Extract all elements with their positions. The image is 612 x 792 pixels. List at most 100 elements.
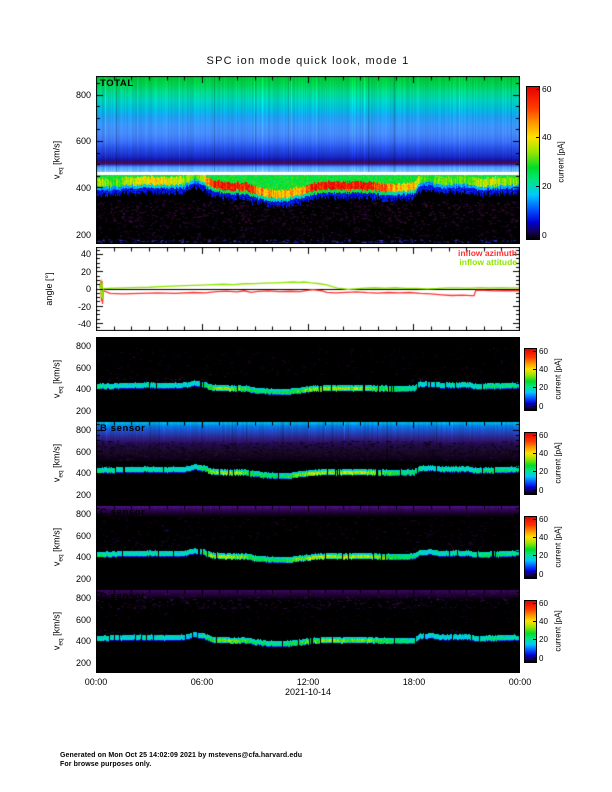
colorbar-tick-mark	[533, 471, 536, 473]
y-tick-label: 600	[75, 446, 91, 457]
angle-panel	[96, 247, 520, 331]
y-axis-label: veq [km/s]	[52, 444, 65, 482]
colorbar-tick-mark	[533, 573, 536, 575]
colorbar-tick-mark	[533, 452, 536, 454]
colorbar-unit-label: current [pA]	[553, 357, 563, 400]
y-tick-label: 400	[75, 183, 91, 193]
colorbar-tick-label: 20	[542, 180, 552, 191]
colorbar-tick-label: 20	[539, 467, 548, 477]
colorbar-tick-mark	[536, 234, 539, 236]
y-axis-label-suffix: [km/s]	[51, 359, 62, 387]
colorbar-tick-label: 20	[539, 383, 548, 393]
footer: Generated on Mon Oct 25 14:02:09 2021 by…	[60, 752, 302, 769]
colorbar-tick-label: 20	[539, 551, 548, 561]
colorbar-tick-label: 40	[542, 132, 552, 143]
y-axis-label-sub: eq	[57, 470, 65, 478]
x-axis-date-label: 2021-10-14	[284, 687, 332, 697]
colorbar-a	[524, 348, 537, 411]
spectrogram-panel-c	[96, 505, 520, 589]
x-tick-label: 06:00	[190, 677, 214, 687]
y-axis-label-prefix: v	[51, 174, 62, 180]
y-tick-label: 600	[75, 530, 91, 541]
colorbar-tick-mark	[533, 489, 536, 491]
y-tick-label: 400	[75, 552, 91, 563]
colorbar-b	[524, 432, 537, 495]
panel-corner-label-b: B sensor	[100, 423, 146, 434]
y-axis-label: veq [km/s]	[52, 528, 65, 566]
colorbar-unit-label: current [pA]	[553, 609, 563, 652]
x-tick-label: 12:00	[296, 677, 320, 687]
y-tick-label: 800	[75, 508, 91, 519]
colorbar-tick-label: 60	[539, 514, 548, 524]
angle-tick-label: 0	[85, 284, 91, 294]
y-axis-label-prefix: v	[51, 477, 62, 483]
colorbar-tick-label: 0	[539, 401, 544, 411]
y-axis-label-suffix: [km/s]	[51, 527, 62, 555]
colorbar-tick-mark	[536, 137, 539, 139]
colorbar-tick-label: 60	[539, 346, 548, 356]
colorbar-d	[524, 600, 537, 663]
colorbar-tick-mark	[533, 434, 536, 436]
x-tick-label: 18:00	[402, 677, 426, 687]
colorbar-tick-label: 40	[539, 616, 548, 626]
colorbar-tick-label: 0	[542, 229, 547, 240]
colorbar-tick-label: 0	[539, 569, 544, 579]
x-tick-label: 00:00	[508, 677, 532, 687]
angle-axis-label: angle [°]	[44, 272, 54, 306]
colorbar-unit-label: current [pA]	[556, 141, 566, 183]
colorbar-tick-mark	[533, 368, 536, 370]
y-tick-label: 200	[75, 658, 91, 669]
y-tick-label: 600	[75, 362, 91, 373]
y-axis-label-suffix: [km/s]	[51, 611, 62, 639]
colorbar-tick-label: 40	[539, 364, 548, 374]
y-axis-label-suffix: [km/s]	[51, 140, 62, 168]
y-tick-label: 200	[75, 490, 91, 501]
colorbar-tick-mark	[533, 602, 536, 604]
y-axis-label-sub: eq	[57, 638, 65, 646]
y-tick-label: 200	[75, 229, 91, 240]
angle-tick-label: 40	[80, 249, 91, 259]
footer-browse-line: For browse purposes only.	[60, 760, 152, 768]
colorbar-tick-mark	[533, 555, 536, 557]
x-tick-label: 00:00	[84, 677, 108, 687]
colorbar-tick-mark	[533, 405, 536, 407]
panel-corner-label-d: D sensor	[100, 591, 146, 602]
spectrogram-panel-d	[96, 589, 520, 673]
colorbar-tick-label: 60	[542, 83, 552, 94]
y-tick-label: 800	[75, 89, 91, 100]
colorbar-tick-label: 0	[539, 653, 544, 663]
y-tick-label: 200	[75, 406, 91, 417]
colorbar-tick-mark	[533, 620, 536, 622]
y-tick-label: 600	[75, 614, 91, 625]
colorbar-tick-mark	[536, 185, 539, 187]
colorbar-tick-mark	[533, 387, 536, 389]
y-axis-label: veq [km/s]	[52, 141, 65, 179]
spectrogram-panel-total	[96, 76, 520, 244]
y-tick-label: 800	[75, 424, 91, 435]
footer-generated-line: Generated on Mon Oct 25 14:02:09 2021 by…	[60, 752, 303, 759]
colorbar-tick-label: 60	[539, 598, 548, 608]
colorbar-tick-mark	[533, 350, 536, 352]
colorbar-tick-label: 20	[539, 635, 548, 645]
legend-inflow-attitude: inflow attitude	[459, 257, 517, 267]
y-axis-label: veq [km/s]	[52, 612, 65, 650]
colorbar-tick-label: 0	[539, 485, 544, 495]
colorbar-tick-mark	[533, 536, 536, 538]
y-axis-label-prefix: v	[51, 561, 62, 567]
colorbar-c	[524, 516, 537, 579]
y-tick-label: 800	[75, 340, 91, 351]
y-axis-label-sub: eq	[57, 386, 65, 394]
colorbar-tick-label: 40	[539, 448, 548, 458]
legend-inflow-azimuth: inflow azimuth	[457, 248, 517, 258]
y-axis-label-sub: eq	[57, 554, 65, 562]
angle-tick-label: -20	[77, 301, 91, 312]
y-tick-label: 400	[75, 468, 91, 479]
panel-corner-label-total: TOTAL	[100, 78, 134, 89]
colorbar-tick-mark	[536, 88, 539, 90]
colorbar-total	[526, 86, 540, 240]
y-axis-label: veq [km/s]	[52, 360, 65, 398]
colorbar-tick-mark	[533, 639, 536, 641]
colorbar-tick-label: 60	[539, 430, 548, 440]
y-axis-label-suffix: [km/s]	[51, 443, 62, 471]
